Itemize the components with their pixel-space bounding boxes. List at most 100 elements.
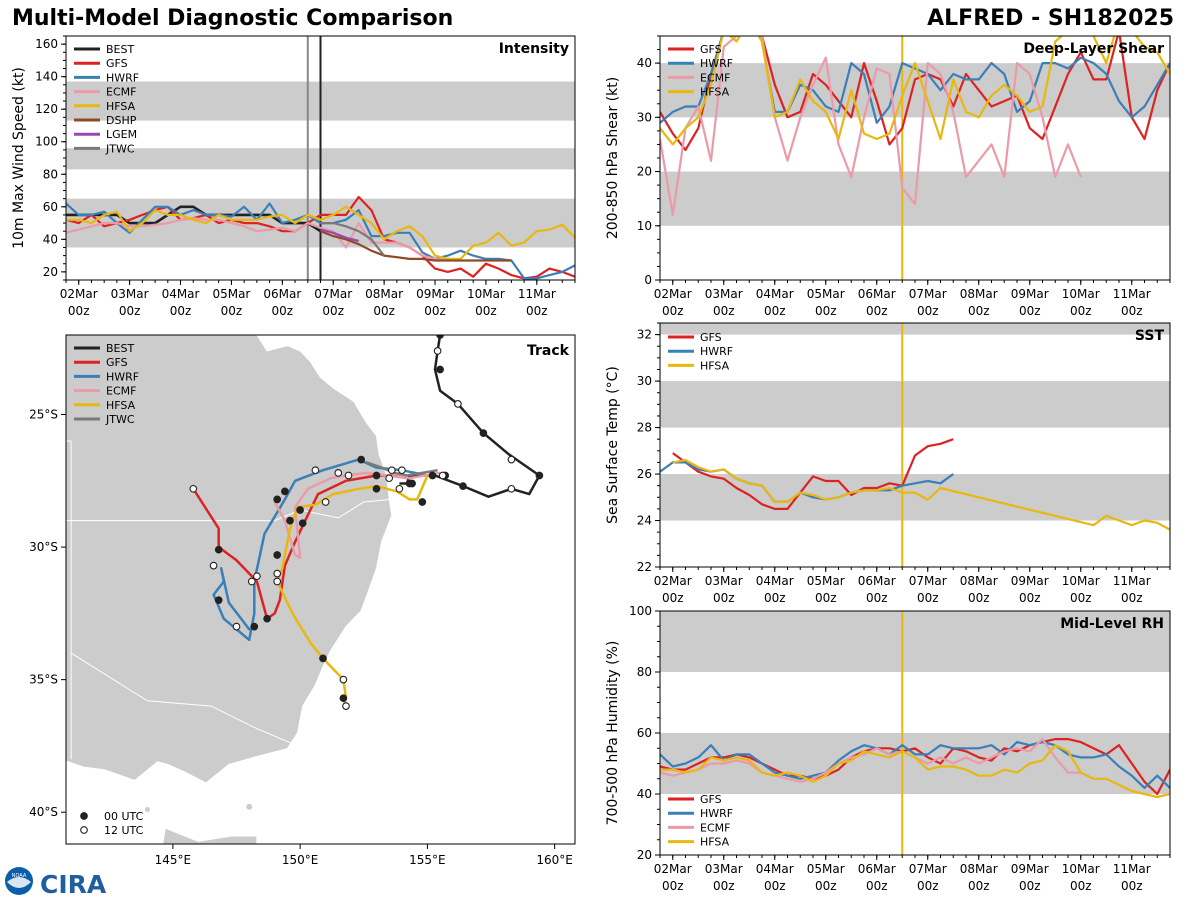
track-marker-17: [372, 484, 381, 493]
track-marker-19: [438, 471, 447, 480]
shear-xtick-day: 11Mar: [1113, 287, 1151, 301]
track-xtick-label: 160°E: [536, 853, 573, 867]
intensity-xtick-day: 03Mar: [111, 287, 149, 301]
intensity-xtick-day: 07Mar: [314, 287, 352, 301]
track-marker-45: [342, 702, 350, 710]
sst-ytick-label-30: 30: [637, 374, 652, 388]
track-marker-37: [247, 577, 256, 586]
shear-legend-label-hwrf: HWRF: [700, 57, 733, 70]
rh-xtick-hour: 00z: [815, 879, 837, 893]
track-marker-28: [296, 506, 304, 514]
track-marker-43: [339, 675, 348, 684]
shear-xtick-day: 10Mar: [1062, 287, 1100, 301]
sst-ylabel: Sea Surface Temp (°C): [605, 366, 621, 524]
track-marker-18: [428, 471, 437, 480]
track-legend-label-jtwc: JTWC: [105, 413, 135, 426]
rh-xtick-day: 09Mar: [1011, 862, 1049, 876]
track-marker-2: [436, 365, 444, 374]
shear-band-1: [660, 63, 1170, 118]
shear-xtick-day: 07Mar: [909, 287, 947, 301]
noaa-bird-icon: [7, 877, 31, 888]
track-map-group: [66, 335, 544, 844]
rh-legend-label-ecmf: ECMF: [700, 821, 730, 834]
shear-panel-title: Deep-Layer Shear: [1023, 41, 1164, 57]
track-marker-legend-filled: [80, 812, 88, 820]
sst-legend-label-gfs: GFS: [700, 331, 722, 344]
sst-series-hfsa: [672, 459, 1170, 531]
rh-band-1: [660, 611, 1170, 672]
intensity-xtick-hour: 00z: [272, 304, 294, 318]
track-marker-34: [214, 545, 223, 554]
sst-xtick-hour: 00z: [1121, 591, 1143, 605]
intensity-legend-label-hfsa: HFSA: [106, 100, 136, 113]
intensity-xtick-day: 09Mar: [416, 287, 454, 301]
intensity-ytick-label-60: 60: [43, 200, 58, 214]
intensity-series-ecmf: [66, 217, 448, 262]
shear-series-hfsa: [660, 36, 1170, 146]
intensity-xtick-hour: 00z: [68, 304, 90, 318]
sst-xtick-day: 07Mar: [909, 574, 947, 588]
intensity-legend-label-lgem: LGEM: [106, 128, 137, 141]
rh-ytick-label-20: 20: [637, 848, 652, 862]
rh-xtick-day: 02Mar: [654, 862, 692, 876]
track-marker-46: [298, 519, 307, 528]
sst-legend-label-hwrf: HWRF: [700, 345, 733, 358]
track-marker-30: [273, 551, 282, 559]
track-marker-7: [507, 484, 516, 493]
track-xtick-label: 145°E: [155, 853, 192, 867]
shear-ytick-label-40: 40: [637, 56, 652, 70]
shear-xtick-hour: 00z: [968, 304, 990, 318]
sst-xtick-day: 09Mar: [1011, 574, 1049, 588]
shear-xtick-hour: 00z: [713, 304, 735, 318]
track-marker-legend-label: 00 UTC: [104, 810, 144, 823]
intensity-ytick-label-160: 160: [35, 37, 58, 51]
intensity-legend-label-best: BEST: [106, 43, 134, 56]
track-marker-12: [387, 466, 396, 475]
track-marker-26: [281, 487, 289, 496]
rh-xtick-day: 08Mar: [960, 862, 998, 876]
sst-xtick-day: 04Mar: [756, 574, 794, 588]
track-marker-11: [398, 466, 406, 475]
track-legend-label-gfs: GFS: [106, 356, 128, 369]
track-marker-4: [479, 429, 488, 437]
intensity-ytick-label-20: 20: [43, 265, 58, 279]
track-marker-8: [459, 482, 467, 490]
rh-legend-label-gfs: GFS: [700, 793, 722, 806]
rh-xtick-hour: 00z: [968, 879, 990, 893]
intensity-ytick-label-40: 40: [43, 232, 58, 246]
track-ytick-label: 25°S: [29, 408, 58, 422]
track-ytick-label: 30°S: [29, 540, 58, 554]
sst-ytick-label-22: 22: [637, 560, 652, 574]
track-marker-14: [372, 471, 381, 480]
sst-xtick-hour: 00z: [764, 591, 786, 605]
track-marker-35: [209, 561, 218, 570]
intensity-series-dshp: [320, 230, 512, 262]
cira-logo-text: CIRA: [40, 870, 107, 899]
rh-series-ecmf: [660, 737, 1081, 783]
intensity-xtick-hour: 00z: [119, 304, 141, 318]
sst-xtick-day: 05Mar: [807, 574, 845, 588]
rh-xtick-hour: 00z: [1070, 879, 1092, 893]
intensity-xtick-hour: 00z: [424, 304, 446, 318]
intensity-series-hfsa: [66, 205, 575, 260]
shear-series-group: [660, 36, 1170, 216]
track-marker-legend-open: [80, 826, 88, 834]
rh-ytick-label-40: 40: [637, 787, 652, 801]
sst-xtick-day: 06Mar: [858, 574, 896, 588]
track-marker-38: [214, 596, 223, 604]
sst-xtick-hour: 00z: [866, 591, 888, 605]
sst-band-1: [660, 381, 1170, 428]
intensity-xtick-hour: 00z: [526, 304, 548, 318]
shear-xtick-day: 09Mar: [1011, 287, 1049, 301]
intensity-xtick-day: 05Mar: [212, 287, 250, 301]
track-marker-13: [408, 479, 416, 488]
track-xtick-label: 150°E: [282, 853, 319, 867]
track-marker-44: [339, 694, 348, 703]
rh-xtick-hour: 00z: [764, 879, 786, 893]
sst-xtick-hour: 00z: [662, 591, 684, 605]
track-marker-21: [357, 455, 366, 464]
qld-nsw-border: [66, 498, 391, 522]
rh-series-gfs: [660, 737, 1170, 796]
track-legend-label-ecmf: ECMF: [106, 385, 136, 398]
tasmania-landmass: [162, 827, 258, 844]
